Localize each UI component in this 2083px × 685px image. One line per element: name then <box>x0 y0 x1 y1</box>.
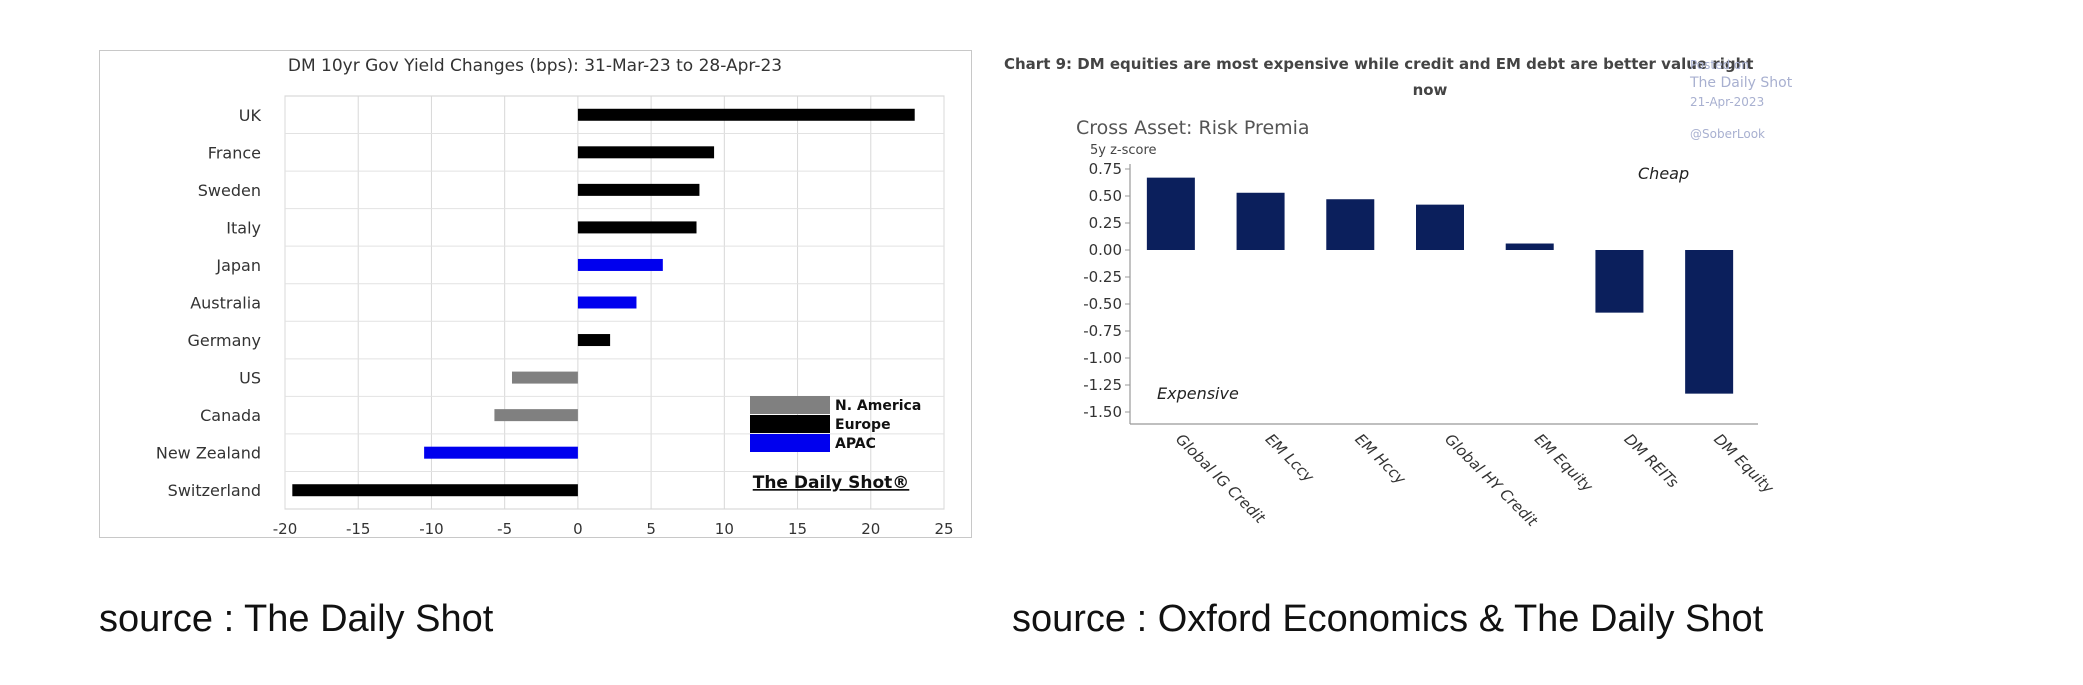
bar-japan <box>577 258 663 271</box>
x-category-label: Global HY Credit <box>1441 430 1542 531</box>
yield-changes-chart: DM 10yr Gov Yield Changes (bps): 31-Mar-… <box>156 56 954 538</box>
x-tick-label: -15 <box>346 520 371 537</box>
x-tick-label: 20 <box>861 520 880 537</box>
x-tick-label: 15 <box>788 520 807 537</box>
bar-germany <box>577 334 611 347</box>
y-tick-label: -1.25 <box>1083 376 1122 394</box>
category-label: New Zealand <box>156 444 261 463</box>
category-label: Germany <box>187 331 261 350</box>
category-label: France <box>208 143 261 162</box>
x-category-label: EM Equity <box>1531 430 1597 496</box>
bar-uk <box>577 108 915 121</box>
x-category-label: DM REITs <box>1621 430 1682 491</box>
x-category-label: EM Hccy <box>1351 430 1410 489</box>
source-right-caption: source : Oxford Economics & The Daily Sh… <box>1012 598 1764 640</box>
watermark-line: Posted on <box>1690 58 1749 72</box>
bar-italy <box>577 221 697 234</box>
watermark-line: @SoberLook <box>1690 127 1765 141</box>
legend-label: APAC <box>835 436 876 452</box>
bar-dm-reits <box>1595 250 1644 313</box>
x-tick-label: -5 <box>497 520 512 537</box>
x-tick-label: -10 <box>419 520 444 537</box>
x-category-label: EM Lccy <box>1262 430 1319 487</box>
x-tick-label: 5 <box>646 520 656 537</box>
legend-swatch <box>750 396 830 414</box>
daily-shot-watermark: The Daily Shot® <box>753 473 910 493</box>
y-tick-label: -0.50 <box>1083 295 1122 313</box>
category-label: UK <box>239 106 262 125</box>
source-left-caption: source : The Daily Shot <box>99 598 494 640</box>
right-chart-panel: Chart 9: DM equities are most expensive … <box>1000 50 1860 536</box>
category-label: Italy <box>226 218 261 237</box>
legend-label: N. America <box>835 398 921 414</box>
category-label: Japan <box>215 256 261 275</box>
legend-label: Europe <box>835 417 891 433</box>
annotation-expensive: Expensive <box>1157 384 1239 403</box>
bar-us <box>511 371 578 384</box>
x-tick-label: 0 <box>573 520 583 537</box>
bar-dm-equity <box>1685 250 1734 394</box>
bar-new-zealand <box>424 446 578 459</box>
category-label: Canada <box>200 406 261 425</box>
y-tick-label: 0.75 <box>1089 160 1122 178</box>
y-tick-label: -0.75 <box>1083 322 1122 340</box>
y-tick-label: 0.25 <box>1089 214 1122 232</box>
chart-title: Cross Asset: Risk Premia <box>1076 117 1310 139</box>
watermark-line: 21-Apr-2023 <box>1690 95 1764 109</box>
y-tick-label: -1.50 <box>1083 403 1122 421</box>
x-category-label: DM Equity <box>1710 430 1778 498</box>
y-tick-label: -1.00 <box>1083 349 1122 367</box>
legend-swatch <box>750 434 830 452</box>
bar-global-hy-credit <box>1416 204 1464 250</box>
x-tick-label: -20 <box>273 520 298 537</box>
bar-sweden <box>577 183 700 196</box>
x-category-label: Global IG Credit <box>1172 430 1270 528</box>
chart-caption-line2: now <box>1413 81 1448 99</box>
y-axis-label: 5y z-score <box>1090 143 1157 158</box>
y-tick-label: 0.00 <box>1089 241 1122 259</box>
bar-france <box>577 146 715 159</box>
bar-australia <box>577 296 637 309</box>
legend-swatch <box>750 415 830 433</box>
bar-canada <box>494 409 578 422</box>
bar-global-ig-credit <box>1146 177 1195 250</box>
bar-switzerland <box>292 484 578 497</box>
y-tick-label: 0.50 <box>1089 187 1122 205</box>
category-label: US <box>239 369 261 388</box>
watermark-line: The Daily Shot <box>1689 75 1793 91</box>
bar-em-equity <box>1505 243 1554 250</box>
chart-caption-line1: Chart 9: DM equities are most expensive … <box>1004 55 1753 73</box>
left-chart-panel: DM 10yr Gov Yield Changes (bps): 31-Mar-… <box>99 50 972 538</box>
risk-premia-chart: Chart 9: DM equities are most expensive … <box>1004 55 1793 531</box>
category-label: Australia <box>190 294 261 313</box>
bar-em-lccy <box>1236 192 1285 250</box>
x-tick-label: 10 <box>715 520 734 537</box>
x-tick-label: 25 <box>934 520 953 537</box>
y-tick-label: -0.25 <box>1083 268 1122 286</box>
bar-em-hccy <box>1326 199 1375 250</box>
chart-title: DM 10yr Gov Yield Changes (bps): 31-Mar-… <box>288 56 782 76</box>
category-label: Switzerland <box>168 481 261 500</box>
annotation-cheap: Cheap <box>1638 164 1689 183</box>
category-label: Sweden <box>198 181 261 200</box>
